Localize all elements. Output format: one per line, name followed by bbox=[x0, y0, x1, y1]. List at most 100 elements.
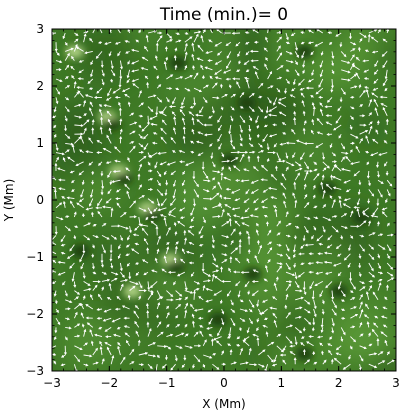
vector-arrow bbox=[329, 143, 333, 149]
vector-arrow bbox=[73, 80, 77, 89]
vector-arrow bbox=[321, 174, 325, 181]
vector-arrow bbox=[355, 145, 360, 153]
vector-arrow bbox=[139, 223, 149, 227]
vector-arrow bbox=[331, 225, 339, 233]
vector-arrow bbox=[351, 64, 360, 71]
vector-arrow bbox=[101, 278, 111, 282]
vector-arrow bbox=[89, 189, 94, 199]
vector-arrow bbox=[318, 78, 324, 88]
vector-arrow bbox=[125, 167, 130, 172]
vector-arrow bbox=[182, 135, 186, 144]
vector-arrow bbox=[184, 281, 188, 291]
vector-arrow bbox=[184, 237, 188, 245]
vector-arrow bbox=[196, 119, 204, 126]
vector-arrow bbox=[209, 75, 213, 80]
vector-arrow bbox=[294, 60, 298, 66]
vector-arrow bbox=[65, 47, 74, 52]
vector-arrow bbox=[314, 41, 324, 47]
vector-arrow bbox=[305, 86, 314, 90]
vector-arrow bbox=[131, 60, 139, 65]
vector-arrow bbox=[107, 88, 112, 97]
vector-arrow bbox=[276, 232, 281, 236]
vector-arrow bbox=[125, 253, 130, 256]
vector-arrow bbox=[267, 29, 269, 34]
vector-arrow bbox=[317, 335, 323, 339]
vector-arrow bbox=[249, 150, 256, 154]
vector-arrow bbox=[153, 207, 158, 212]
vector-arrow bbox=[345, 189, 351, 193]
vector-arrow bbox=[219, 299, 223, 305]
vector-arrow bbox=[308, 29, 314, 34]
vector-arrow bbox=[127, 60, 131, 65]
vector-arrow bbox=[100, 116, 103, 126]
vector-arrow bbox=[83, 119, 90, 126]
vector-arrow bbox=[381, 207, 388, 211]
field-feature bbox=[237, 96, 256, 111]
vector-arrow bbox=[129, 121, 138, 126]
vector-arrow bbox=[331, 160, 338, 164]
vector-arrow bbox=[64, 41, 68, 46]
vector-arrow bbox=[207, 308, 213, 313]
vector-arrow bbox=[54, 336, 57, 341]
vector-arrow bbox=[226, 60, 232, 70]
vector-arrow bbox=[313, 205, 318, 209]
vector-arrow bbox=[250, 189, 259, 194]
vector-arrow bbox=[203, 207, 208, 210]
vector-arrow bbox=[244, 207, 250, 213]
vector-arrow bbox=[350, 290, 354, 293]
vector-arrow bbox=[145, 302, 149, 310]
vector-arrow bbox=[81, 213, 85, 218]
vector-arrow bbox=[60, 363, 66, 367]
vector-arrow bbox=[273, 282, 278, 291]
vector-arrow bbox=[106, 110, 112, 117]
vector-arrow bbox=[119, 262, 123, 272]
vector-arrow bbox=[368, 343, 373, 347]
vector-arrow bbox=[304, 201, 310, 209]
vector-arrow bbox=[293, 110, 297, 116]
vector-arrow bbox=[108, 282, 112, 291]
vector-arrow bbox=[319, 108, 324, 116]
vector-arrow bbox=[138, 216, 142, 227]
vector-arrow bbox=[116, 202, 121, 209]
vector-arrow bbox=[88, 87, 93, 90]
vector-arrow bbox=[125, 244, 130, 248]
vector-arrow bbox=[238, 243, 242, 254]
vector-arrow bbox=[347, 262, 351, 269]
vector-arrow bbox=[71, 189, 75, 193]
vector-arrow bbox=[125, 175, 130, 181]
vector-arrow bbox=[276, 87, 281, 93]
vector-arrow bbox=[65, 142, 74, 146]
vector-arrow bbox=[69, 244, 75, 252]
vector-arrow bbox=[350, 235, 354, 239]
vector-arrow bbox=[100, 60, 104, 69]
vector-arrow bbox=[179, 160, 185, 164]
vector-arrow bbox=[147, 106, 154, 113]
vector-arrow bbox=[83, 235, 91, 241]
vector-arrow bbox=[295, 296, 304, 301]
vector-arrow bbox=[294, 281, 300, 289]
vector-arrow bbox=[141, 259, 149, 264]
vector-arrow bbox=[334, 164, 342, 172]
vector-arrow bbox=[57, 167, 66, 172]
vector-arrow bbox=[280, 182, 287, 190]
vector-arrow bbox=[321, 299, 325, 305]
vector-arrow bbox=[314, 281, 324, 286]
vector-arrow bbox=[339, 42, 343, 48]
field-feature bbox=[243, 267, 262, 282]
vector-arrow bbox=[349, 149, 353, 153]
vector-arrow bbox=[141, 227, 149, 236]
vector-arrow bbox=[214, 60, 222, 65]
vector-arrow bbox=[230, 308, 236, 313]
vector-arrow bbox=[365, 135, 370, 144]
vector-arrow bbox=[92, 244, 95, 249]
vector-arrow bbox=[166, 298, 174, 302]
vector-arrow bbox=[193, 33, 199, 43]
vector-arrow bbox=[81, 180, 85, 186]
vector-arrow bbox=[185, 161, 195, 166]
vector-arrow bbox=[71, 179, 75, 184]
vector-arrow bbox=[105, 335, 112, 339]
vector-arrow bbox=[260, 198, 268, 203]
vector-arrow bbox=[203, 354, 213, 359]
vector-arrow bbox=[273, 354, 278, 363]
vector-arrow bbox=[126, 69, 131, 79]
